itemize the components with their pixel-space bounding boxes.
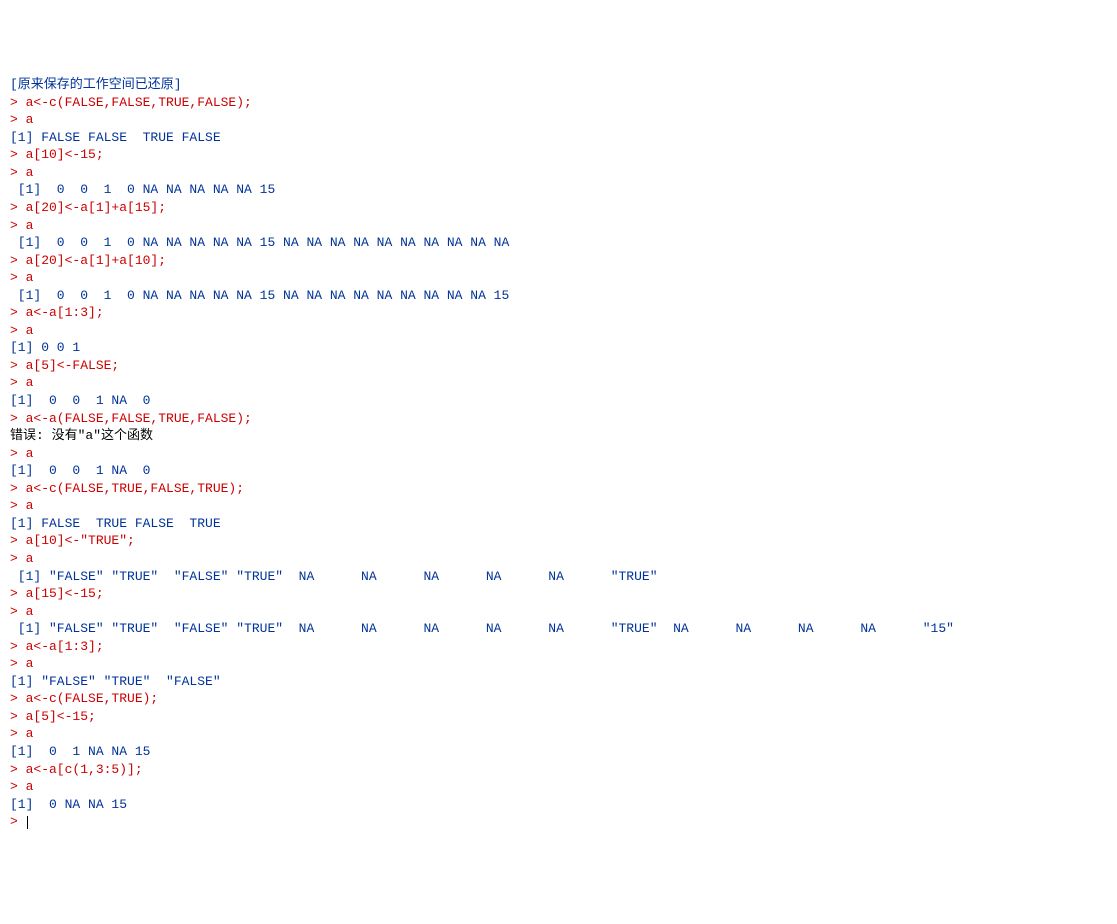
console-line-inp: > a[10]<-"TRUE"; — [10, 532, 1107, 550]
console-line-inp: > a<-a[1:3]; — [10, 304, 1107, 322]
console-line-inp: > a — [10, 778, 1107, 796]
console-line-inp: > a — [10, 217, 1107, 235]
console-line-inp: > a[5]<-FALSE; — [10, 357, 1107, 375]
console-line-out: [1] "FALSE" "TRUE" "FALSE" "TRUE" NA NA … — [10, 568, 1107, 586]
console-line-inp: > a — [10, 603, 1107, 621]
console-line-out: [1] FALSE TRUE FALSE TRUE — [10, 515, 1107, 533]
console-line-inp: > a<-a(FALSE,FALSE,TRUE,FALSE); — [10, 410, 1107, 428]
console-line-out: [1] "FALSE" "TRUE" "FALSE" "TRUE" NA NA … — [10, 620, 1107, 638]
console-line-out: [1] 0 NA NA 15 — [10, 796, 1107, 814]
console-line-out: [1] 0 0 1 NA 0 — [10, 462, 1107, 480]
console-line-out: [1] 0 0 1 0 NA NA NA NA NA 15 NA NA NA N… — [10, 234, 1107, 252]
console-line-inp: > a<-c(FALSE,TRUE,FALSE,TRUE); — [10, 480, 1107, 498]
console-line-inp: > a<-c(FALSE,TRUE); — [10, 690, 1107, 708]
console-line-inp: > a<-c(FALSE,FALSE,TRUE,FALSE); — [10, 94, 1107, 112]
console-prompt[interactable]: > — [10, 813, 1107, 831]
console-line-inp: > a — [10, 374, 1107, 392]
console-line-inp: > a[10]<-15; — [10, 146, 1107, 164]
console-line-inp: > a — [10, 111, 1107, 129]
console-line-inp: > a<-a[1:3]; — [10, 638, 1107, 656]
console-line-out: [1] 0 0 1 0 NA NA NA NA NA 15 NA NA NA N… — [10, 287, 1107, 305]
cursor — [27, 816, 28, 829]
console-line-inp: > a — [10, 445, 1107, 463]
console-line-inp: > a — [10, 269, 1107, 287]
console-line-out: [1] 0 0 1 — [10, 339, 1107, 357]
console-line-msg: [原来保存的工作空间已还原] — [10, 76, 1107, 94]
console-line-out: [1] 0 0 1 0 NA NA NA NA NA 15 — [10, 181, 1107, 199]
console-line-out: [1] FALSE FALSE TRUE FALSE — [10, 129, 1107, 147]
console-line-inp: > a — [10, 725, 1107, 743]
console-line-inp: > a[15]<-15; — [10, 585, 1107, 603]
console-line-inp: > a<-a[c(1,3:5)]; — [10, 761, 1107, 779]
console-line-inp: > a — [10, 550, 1107, 568]
console-line-inp: > a — [10, 655, 1107, 673]
r-console-output: [原来保存的工作空间已还原]> a<-c(FALSE,FALSE,TRUE,FA… — [10, 76, 1107, 831]
console-line-err: 错误: 没有"a"这个函数 — [10, 427, 1107, 445]
console-line-inp: > a — [10, 322, 1107, 340]
console-line-inp: > a[20]<-a[1]+a[10]; — [10, 252, 1107, 270]
console-line-out: [1] "FALSE" "TRUE" "FALSE" — [10, 673, 1107, 691]
console-line-out: [1] 0 1 NA NA 15 — [10, 743, 1107, 761]
console-line-inp: > a[20]<-a[1]+a[15]; — [10, 199, 1107, 217]
console-line-out: [1] 0 0 1 NA 0 — [10, 392, 1107, 410]
console-line-inp: > a — [10, 164, 1107, 182]
console-line-inp: > a — [10, 497, 1107, 515]
